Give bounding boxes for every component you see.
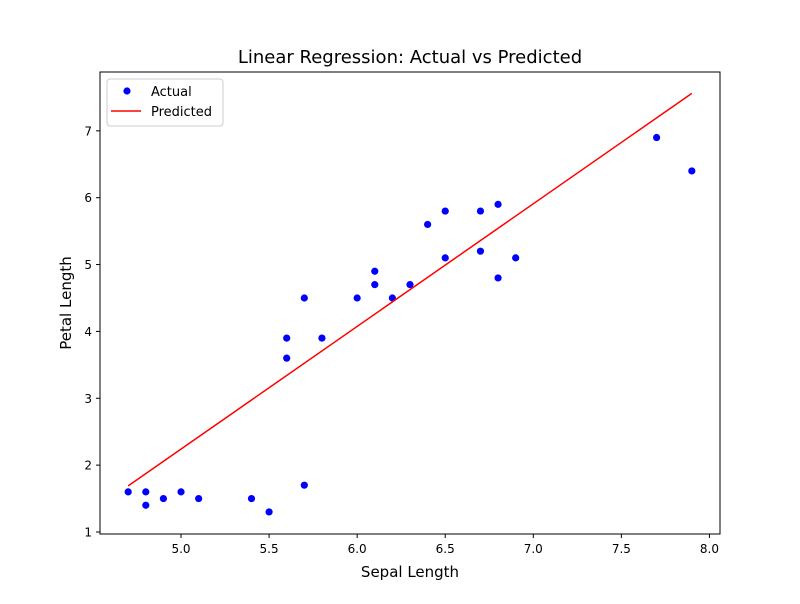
actual-point bbox=[371, 281, 379, 289]
x-tick-label: 5.5 bbox=[260, 542, 279, 556]
x-tick-label: 6.5 bbox=[436, 542, 455, 556]
legend-predicted-label: Predicted bbox=[151, 105, 212, 120]
legend-box bbox=[106, 78, 224, 127]
legend: Actual Predicted bbox=[106, 78, 224, 127]
y-tick-label: 5 bbox=[84, 258, 92, 272]
x-tick-label: 5.0 bbox=[171, 542, 190, 556]
x-tick-label: 8.0 bbox=[700, 542, 719, 556]
actual-point bbox=[195, 494, 203, 503]
actual-point bbox=[476, 207, 485, 215]
y-tick-label: 3 bbox=[84, 392, 92, 406]
chart-title: Linear Regression: Actual vs Predicted bbox=[238, 47, 582, 68]
y-tick-label: 1 bbox=[84, 525, 92, 539]
actual-point bbox=[494, 200, 502, 208]
y-axis-label: Petal Length bbox=[57, 256, 75, 350]
actual-point bbox=[300, 481, 308, 489]
actual-point bbox=[142, 501, 150, 509]
y-tick-label: 2 bbox=[84, 459, 92, 473]
actual-point bbox=[406, 281, 414, 289]
x-tick-label: 7.5 bbox=[612, 542, 631, 556]
actual-point bbox=[142, 488, 150, 496]
y-tick-label: 4 bbox=[84, 325, 92, 339]
actual-point bbox=[441, 254, 449, 262]
actual-point bbox=[353, 294, 361, 302]
actual-point bbox=[688, 167, 696, 175]
actual-point bbox=[476, 247, 485, 255]
actual-point bbox=[177, 488, 185, 496]
plot-area bbox=[124, 92, 696, 516]
x-axis: 5.0 5.5 6.0 6.5 7.0 7.5 8.0 bbox=[171, 534, 719, 556]
actual-point bbox=[159, 494, 168, 503]
actual-point bbox=[300, 294, 308, 302]
x-axis-label: Sepal Length bbox=[361, 563, 459, 581]
actual-point bbox=[265, 508, 273, 516]
actual-point bbox=[424, 220, 432, 229]
actual-point bbox=[512, 254, 520, 262]
actual-point bbox=[652, 133, 661, 142]
y-tick-label: 7 bbox=[84, 124, 92, 138]
actual-point bbox=[318, 334, 326, 342]
predicted-line bbox=[127, 92, 693, 487]
plot-frame bbox=[99, 71, 721, 535]
actual-point bbox=[494, 274, 502, 282]
y-axis: 1 2 3 4 5 6 7 bbox=[84, 124, 100, 539]
y-tick-label: 6 bbox=[84, 191, 92, 205]
x-tick-label: 7.0 bbox=[524, 542, 543, 556]
actual-point bbox=[124, 488, 132, 496]
actual-point bbox=[283, 334, 291, 342]
legend-actual-label: Actual bbox=[151, 85, 192, 100]
x-tick-label: 6.0 bbox=[348, 542, 367, 556]
actual-point bbox=[371, 267, 379, 275]
actual-point bbox=[283, 354, 291, 362]
actual-point bbox=[247, 494, 256, 503]
actual-point bbox=[441, 207, 449, 215]
legend-actual-marker bbox=[123, 87, 131, 95]
